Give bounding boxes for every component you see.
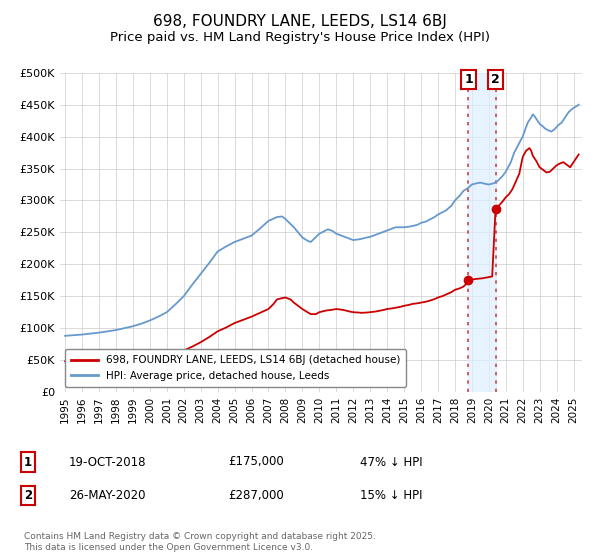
Text: £287,000: £287,000: [228, 489, 284, 502]
Bar: [469, 73, 496, 392]
Text: 15% ↓ HPI: 15% ↓ HPI: [360, 489, 422, 502]
Text: 1: 1: [24, 455, 32, 469]
Text: 47% ↓ HPI: 47% ↓ HPI: [360, 455, 422, 469]
Text: Contains HM Land Registry data © Crown copyright and database right 2025.
This d: Contains HM Land Registry data © Crown c…: [24, 532, 376, 552]
Text: £175,000: £175,000: [228, 455, 284, 469]
Text: 2: 2: [24, 489, 32, 502]
Text: 26-MAY-2020: 26-MAY-2020: [69, 489, 146, 502]
Text: 19-OCT-2018: 19-OCT-2018: [69, 455, 146, 469]
Text: 1: 1: [464, 73, 473, 86]
Text: 698, FOUNDRY LANE, LEEDS, LS14 6BJ: 698, FOUNDRY LANE, LEEDS, LS14 6BJ: [153, 14, 447, 29]
Legend: 698, FOUNDRY LANE, LEEDS, LS14 6BJ (detached house), HPI: Average price, detache: 698, FOUNDRY LANE, LEEDS, LS14 6BJ (deta…: [65, 349, 406, 387]
Text: Price paid vs. HM Land Registry's House Price Index (HPI): Price paid vs. HM Land Registry's House …: [110, 31, 490, 44]
Text: 2: 2: [491, 73, 500, 86]
